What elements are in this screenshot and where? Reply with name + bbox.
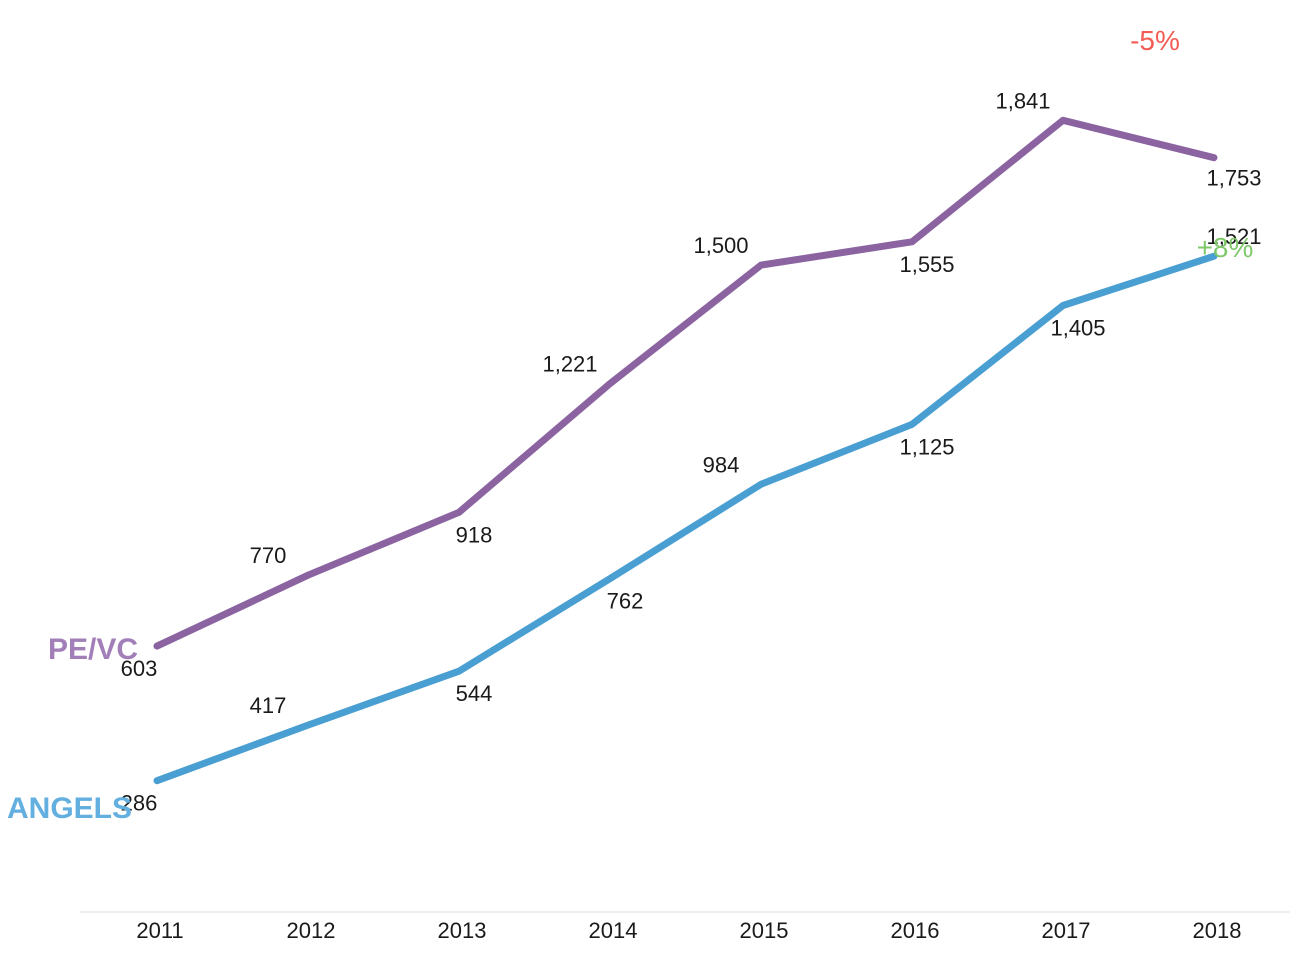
series-lines [153,116,1218,785]
x-tick-label-2016: 2016 [891,918,940,943]
data-label-pe-vc-2011: 603 [121,656,158,681]
x-tick-label-2017: 2017 [1042,918,1091,943]
data-labels: 603 770 918 1,221 1,500 1,555 1,841 1,753 286 417… [121,88,1262,815]
x-tick-label-2012: 2012 [287,918,336,943]
x-tick-label-2018: 2018 [1193,918,1242,943]
series-line-pe-vc [153,116,1218,650]
x-tick-label-2014: 2014 [589,918,638,943]
x-axis-ticks: 2011 2012 2013 2014 2015 2016 2017 2018 [136,918,1241,943]
data-label-pe-vc-2012: 770 [250,543,287,568]
data-label-angels-2012: 417 [250,693,287,718]
x-tick-label-2015: 2015 [740,918,789,943]
data-label-pe-vc-2015: 1,500 [693,233,748,258]
series-label-pe-vc: PE/VC [48,633,138,666]
data-label-angels-2013: 544 [456,681,493,706]
data-label-angels-2018: 1,521 [1206,224,1261,249]
series-line-angels [153,252,1218,785]
data-label-angels-2016: 1,125 [899,434,954,459]
data-label-pe-vc-2018: 1,753 [1206,166,1261,191]
series-label-angels: ANGELS [7,792,132,825]
data-label-angels-2017: 1,405 [1050,316,1105,341]
x-tick-label-2013: 2013 [438,918,487,943]
change-label-angels: +8% [1197,232,1254,263]
data-label-angels-2015: 984 [703,452,740,477]
change-label-pe-vc: -5% [1130,25,1180,56]
data-label-pe-vc-2016: 1,555 [899,252,954,277]
data-label-pe-vc-2013: 918 [456,522,493,547]
data-label-pe-vc-2014: 1,221 [542,352,597,377]
data-label-angels-2014: 762 [607,589,644,614]
x-tick-label-2011: 2011 [136,918,183,943]
data-label-pe-vc-2017: 1,841 [995,88,1050,113]
data-label-angels-2011: 286 [121,791,158,816]
